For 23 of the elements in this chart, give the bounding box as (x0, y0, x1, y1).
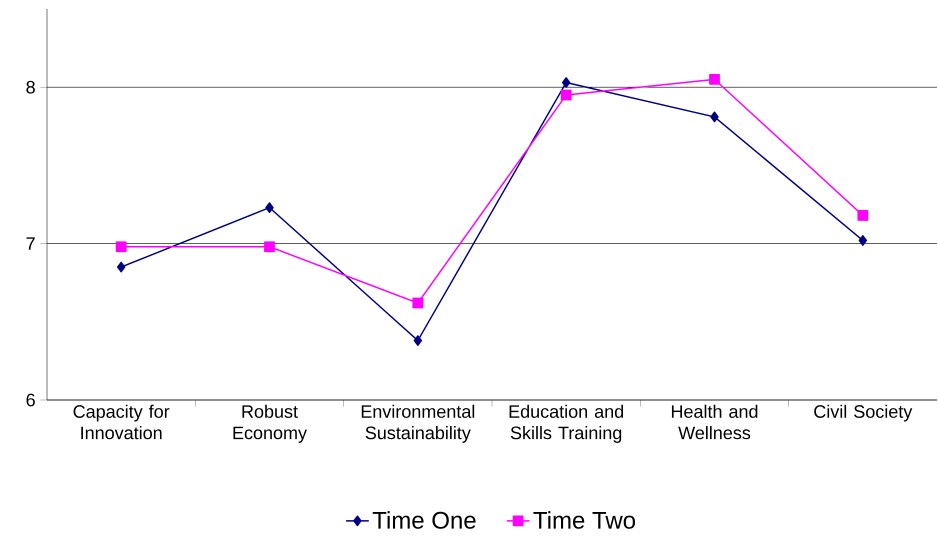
point (414, 335, 422, 346)
point (264, 241, 275, 252)
x-tick-label: Capacity for Innovation (74, 404, 170, 440)
point (857, 210, 868, 221)
y-tick-label: 7 (26, 237, 35, 250)
x-tick-label: Education and Skills Training (510, 404, 624, 443)
x-tick-label: Environmental Sustainability (362, 404, 474, 443)
point (562, 77, 570, 88)
y-tick-label: 6 (26, 394, 35, 406)
point (858, 235, 868, 246)
legend-label: Time Two (533, 511, 636, 529)
point (265, 202, 274, 214)
x-tick-label: Robust Economy (233, 404, 307, 443)
point (710, 112, 719, 122)
legend-label: Time One (372, 511, 476, 529)
point (116, 241, 127, 252)
x-tick-label: Health and Wellness (672, 404, 758, 440)
point (709, 74, 720, 85)
point (412, 298, 424, 308)
point (560, 90, 572, 100)
y-tick-label: 8 (26, 80, 35, 94)
point (116, 262, 126, 272)
x-tick-label: Civil Society (814, 404, 912, 422)
